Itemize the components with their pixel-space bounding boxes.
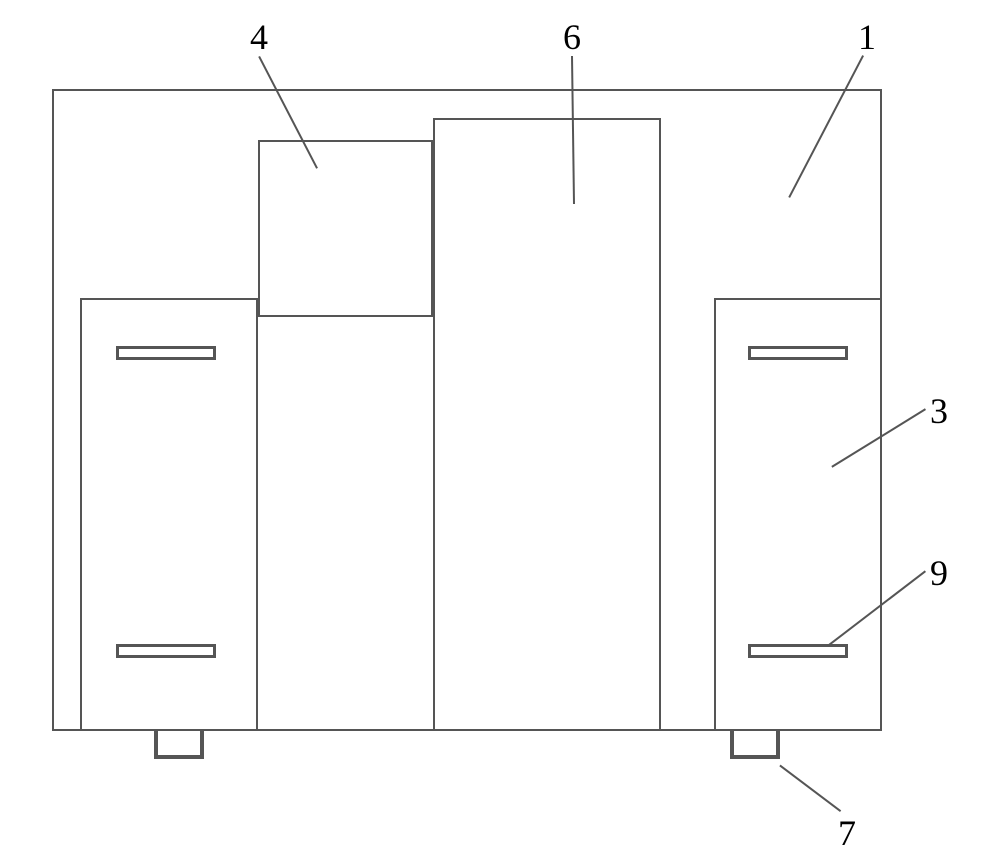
slot-right-bottom: [748, 644, 848, 658]
block-top: [258, 140, 433, 317]
block-mid: [433, 118, 661, 731]
callout-label-3: 3: [930, 390, 948, 432]
slot-right-top: [748, 346, 848, 360]
drawer-left: [80, 298, 258, 731]
leader-line: [779, 765, 841, 812]
diagram-canvas: 4 6 1 3 9 7: [0, 0, 1000, 860]
callout-label-6: 6: [563, 16, 581, 58]
slot-left-top: [116, 346, 216, 360]
callout-label-9: 9: [930, 552, 948, 594]
foot-left: [154, 731, 204, 759]
callout-label-7: 7: [838, 812, 856, 854]
foot-right: [730, 731, 780, 759]
slot-left-bottom: [116, 644, 216, 658]
drawer-right: [714, 298, 882, 731]
callout-label-4: 4: [250, 16, 268, 58]
callout-label-1: 1: [858, 16, 876, 58]
